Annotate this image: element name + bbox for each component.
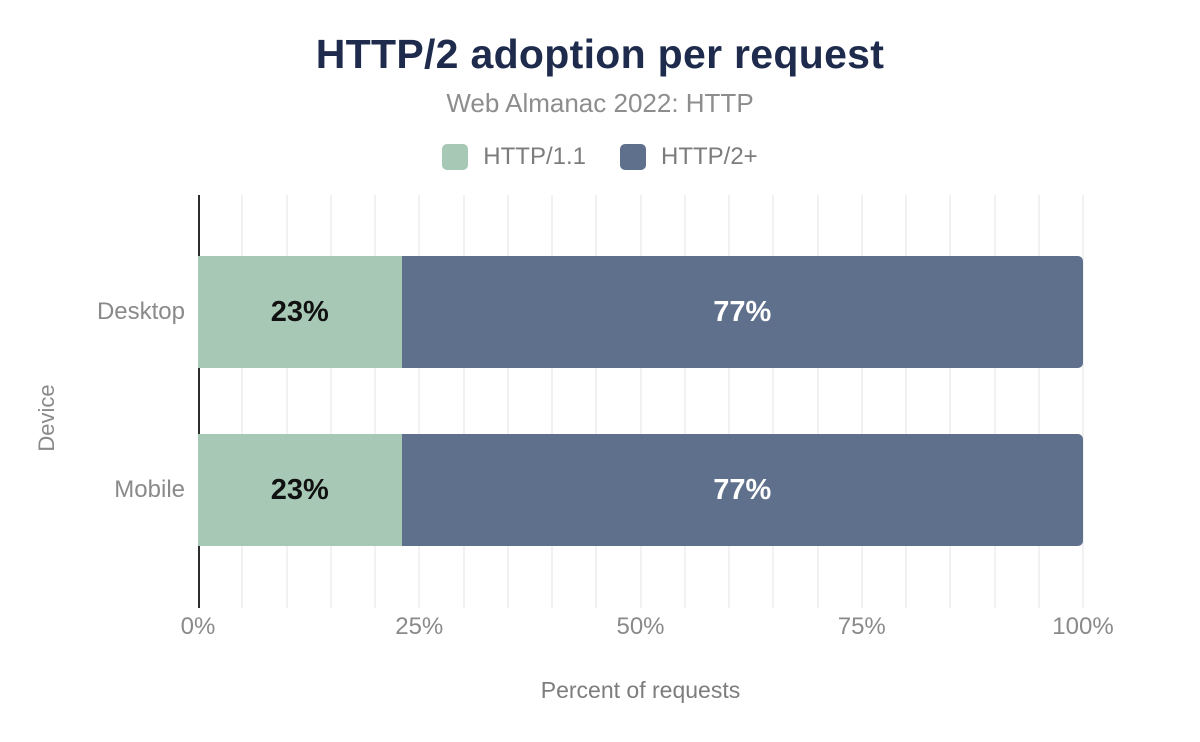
gridline (905, 195, 907, 608)
gridline (285, 195, 288, 608)
gridline (860, 195, 863, 608)
bar-value-label: 23% (270, 295, 329, 328)
bar-row-mobile: 23% 77% (198, 434, 1083, 546)
bar-segment-desktop-http-2: 77% (401, 256, 1083, 368)
gridline (506, 195, 509, 608)
plot-area: 23% 77% 23% 77% (198, 195, 1084, 608)
gridline (993, 195, 996, 608)
x-tick-label-50: 50% (616, 613, 665, 640)
x-tick-label-25: 25% (395, 613, 444, 640)
y-axis-line (198, 195, 200, 608)
legend-label: HTTP/1.1 (483, 143, 586, 170)
chart-legend: HTTP/1.1 HTTP/2+ (0, 141, 1200, 173)
gridline (241, 195, 244, 608)
bar-row-desktop: 23% 77% (198, 256, 1083, 368)
gridline (551, 195, 553, 608)
legend-item-http-2: HTTP/2+ (620, 143, 758, 171)
legend-label: HTTP/2+ (661, 143, 758, 170)
gridline (639, 195, 642, 608)
category-label-desktop: Desktop (96, 298, 185, 325)
gridline (1082, 195, 1084, 608)
x-tick-label-0: 0% (180, 613, 216, 640)
x-tick-label-100: 100% (1052, 613, 1114, 640)
gridline (949, 195, 952, 608)
gridline (683, 195, 686, 608)
gridline (462, 195, 465, 608)
bar-segment-desktop-http-1-1: 23% (198, 256, 402, 368)
category-label-mobile: Mobile (114, 476, 185, 503)
gridline (1037, 195, 1040, 608)
x-axis-ticks: 0% 25% 50% 75% 100% (181, 613, 1114, 643)
gridline (595, 195, 598, 608)
bar-segment-mobile-http-1-1: 23% (198, 434, 402, 546)
chart-subtitle: Web Almanac 2022: HTTP (446, 88, 754, 118)
chart-title: HTTP/2 adoption per request (315, 31, 885, 77)
gridline (418, 195, 421, 608)
bar-value-label: 77% (713, 473, 772, 506)
legend-swatch-http-2 (620, 144, 646, 170)
gridline (772, 195, 775, 608)
gridline (816, 195, 819, 608)
bar-segment-mobile-http-2: 77% (401, 434, 1083, 546)
legend-swatch-http-1-1 (442, 144, 469, 170)
bar-value-label: 23% (270, 473, 329, 506)
x-axis-title: Percent of requests (540, 677, 741, 703)
legend-item-http-1-1: HTTP/1.1 (442, 143, 586, 171)
gridline (329, 195, 332, 608)
gridline (374, 195, 376, 608)
x-tick-label-75: 75% (837, 613, 886, 640)
gridline (728, 195, 730, 608)
bar-value-label: 77% (713, 295, 772, 328)
